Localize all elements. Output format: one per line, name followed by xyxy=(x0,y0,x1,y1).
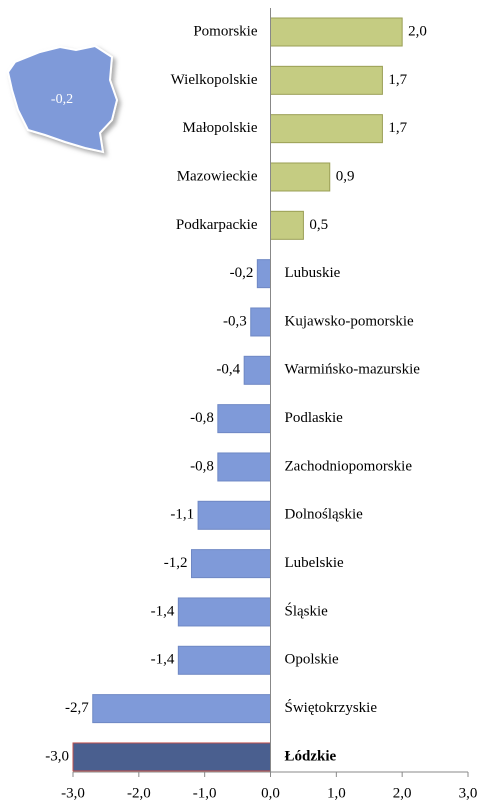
category-label: Pomorskie xyxy=(193,23,258,39)
bar xyxy=(250,307,271,337)
category-label: Warmińsko-mazurskie xyxy=(285,362,421,378)
bar xyxy=(177,645,271,675)
category-label: Wielkopolskie xyxy=(171,72,258,88)
category-label: Dolnośląskie xyxy=(285,507,364,523)
bar xyxy=(92,694,271,724)
bar xyxy=(217,404,271,434)
value-label: -1,2 xyxy=(164,555,188,571)
bar xyxy=(270,17,403,47)
category-label: Małopolskie xyxy=(183,120,258,136)
bar xyxy=(270,210,304,240)
bar xyxy=(191,549,271,579)
category-label: Lubuskie xyxy=(285,265,341,281)
x-tick-label: -1,0 xyxy=(193,785,217,801)
bar xyxy=(270,162,331,192)
value-label: 0,9 xyxy=(336,168,355,184)
category-label: Lubelskie xyxy=(285,555,344,571)
value-label: -0,3 xyxy=(223,313,247,329)
bar xyxy=(243,355,272,385)
value-label: 1,7 xyxy=(388,72,407,88)
bar xyxy=(270,65,383,95)
bar xyxy=(72,742,271,772)
map-label: -0,2 xyxy=(51,92,73,107)
value-label: -1,1 xyxy=(170,507,194,523)
value-label: -2,7 xyxy=(65,700,89,716)
category-label: Łódzkie xyxy=(285,748,337,764)
category-label: Podkarpackie xyxy=(176,217,258,233)
category-label: Kujawsko-pomorskie xyxy=(285,313,414,329)
value-label: -0,2 xyxy=(230,265,254,281)
poland-map xyxy=(6,44,119,154)
value-label: 0,5 xyxy=(309,217,328,233)
value-label: -3,0 xyxy=(45,748,69,764)
value-label: -1,4 xyxy=(151,603,175,619)
value-label: 1,7 xyxy=(388,120,407,136)
value-label: -0,4 xyxy=(216,362,240,378)
value-label: -0,8 xyxy=(190,410,214,426)
value-label: -0,8 xyxy=(190,458,214,474)
bar xyxy=(177,597,271,627)
category-label: Śląskie xyxy=(285,602,329,619)
x-tick-label: -2,0 xyxy=(127,785,151,801)
x-tick-label: 0,0 xyxy=(261,785,280,801)
category-label: Mazowieckie xyxy=(177,168,258,184)
x-tick-label: 1,0 xyxy=(327,785,346,801)
bar xyxy=(256,259,272,289)
x-tick-label: -3,0 xyxy=(61,785,85,801)
category-label: Podlaskie xyxy=(285,410,344,426)
category-label: Opolskie xyxy=(285,652,340,668)
x-tick-label: 2,0 xyxy=(393,785,412,801)
bar xyxy=(197,500,271,530)
category-label: Zachodniopomorskie xyxy=(285,458,413,474)
value-label: -1,4 xyxy=(151,652,175,668)
x-tick-label: 3,0 xyxy=(459,785,478,801)
category-label: Świętokrzyskie xyxy=(285,699,378,716)
value-label: 2,0 xyxy=(408,23,427,39)
bar xyxy=(270,114,383,144)
bar xyxy=(217,452,271,482)
